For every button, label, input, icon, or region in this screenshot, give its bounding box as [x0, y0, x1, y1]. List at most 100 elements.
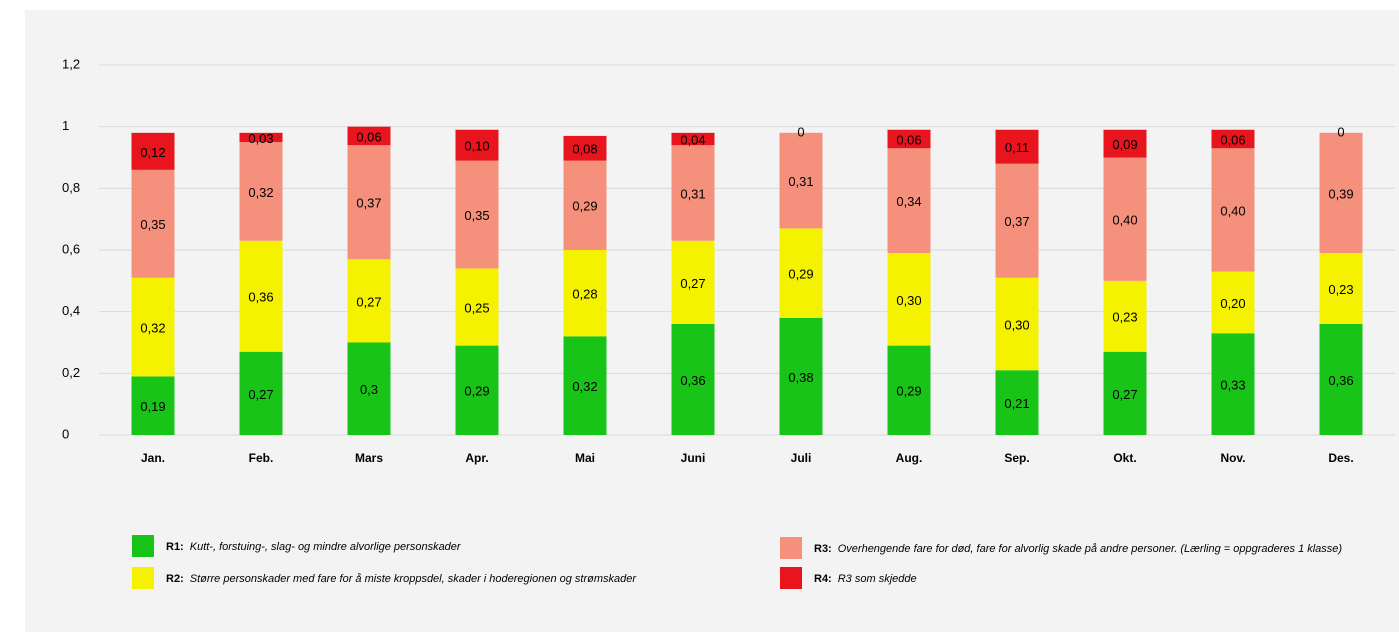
value-label: 0,23	[1328, 282, 1353, 297]
legend-description: Kutt-, forstuing-, slag- og mindre alvor…	[190, 541, 462, 553]
value-label: 0,32	[572, 379, 597, 394]
y-tick-label: 0,8	[62, 180, 80, 195]
value-label: 0,23	[1112, 310, 1137, 325]
bar-segment	[563, 135, 607, 161]
value-label: 0,35	[140, 217, 165, 232]
bar-segment	[131, 277, 175, 377]
value-label: 0,37	[356, 196, 381, 211]
value-label: 0	[797, 124, 804, 139]
bar-segment	[887, 148, 931, 254]
y-tick-label: 0,6	[62, 241, 80, 256]
bar-segment	[455, 345, 499, 435]
value-label: 0,06	[1220, 132, 1245, 147]
value-label: 0,36	[680, 373, 705, 388]
bar-segment	[455, 129, 499, 161]
value-label: 0,19	[140, 399, 165, 414]
x-tick-label: Sep.	[1004, 451, 1029, 465]
legend-name: R4:	[814, 573, 832, 585]
value-label: 0,06	[356, 129, 381, 144]
x-tick-label: Apr.	[465, 451, 488, 465]
x-tick-label: Mai	[575, 451, 595, 465]
value-label: 0,37	[1004, 214, 1029, 229]
bar-segment	[239, 142, 283, 241]
bar-segment	[131, 132, 175, 170]
value-label: 0,33	[1220, 378, 1245, 393]
bar-segment	[1211, 148, 1255, 272]
bar-segment	[347, 126, 391, 146]
value-label: 0	[1337, 124, 1344, 139]
legend-description: Overhengende fare for død, fare for alvo…	[838, 543, 1343, 555]
bar-segment	[1211, 271, 1255, 334]
value-label: 0,27	[680, 276, 705, 291]
x-tick-label: Okt.	[1113, 451, 1136, 465]
bar-segment	[995, 277, 1039, 371]
bar-segment	[779, 132, 823, 229]
bar-segment	[1211, 129, 1255, 149]
value-label: 0,31	[680, 186, 705, 201]
value-label: 0,32	[248, 185, 273, 200]
bar-segment	[887, 345, 931, 435]
bar-segment	[1103, 351, 1147, 435]
bar-segment	[131, 376, 175, 435]
value-label: 0,29	[896, 384, 921, 399]
bar-segment	[1103, 280, 1147, 352]
value-label: 0,35	[464, 208, 489, 223]
bar-segment	[347, 145, 391, 260]
bar-segment	[239, 351, 283, 435]
bar-segment	[1103, 129, 1147, 158]
bar-segment	[995, 370, 1039, 435]
legend-entry: R4: R3 som skjedde	[814, 573, 917, 585]
bar-segment	[455, 268, 499, 346]
value-label: 0,09	[1112, 137, 1137, 152]
bar-segment	[1319, 324, 1363, 435]
value-label: 0,30	[1004, 317, 1029, 332]
legend-entry: R3: Overhengende fare for død, fare for a…	[814, 543, 1342, 555]
value-label: 0,40	[1112, 213, 1137, 228]
value-label: 0,38	[788, 370, 813, 385]
bar-segment	[239, 132, 283, 143]
legend-name: R2:	[166, 573, 184, 585]
x-tick-label: Jan.	[141, 451, 165, 465]
legend-description: Større personskader med fare for å miste…	[190, 573, 638, 585]
value-label: 0,21	[1004, 396, 1029, 411]
bar-segment	[239, 240, 283, 352]
x-tick-label: Aug.	[896, 451, 923, 465]
legend-swatch	[780, 537, 802, 559]
x-tick-label: Juli	[791, 451, 812, 465]
value-label: 0,30	[896, 293, 921, 308]
value-label: 0,29	[788, 267, 813, 282]
bar-segment	[671, 145, 715, 241]
y-tick-label: 1	[62, 118, 69, 133]
value-label: 0,12	[140, 145, 165, 160]
bar-segment	[563, 250, 607, 337]
value-label: 0,28	[572, 287, 597, 302]
x-tick-label: Nov.	[1220, 451, 1245, 465]
y-tick-label: 0,2	[62, 365, 80, 380]
value-label: 0,3	[360, 382, 378, 397]
value-label: 0,36	[248, 290, 273, 305]
bar-segment	[779, 317, 823, 435]
bar-segment	[995, 163, 1039, 278]
value-label: 0,34	[896, 194, 921, 209]
value-label: 0,27	[356, 294, 381, 309]
x-tick-label: Mars	[355, 451, 383, 465]
legend-swatch	[132, 567, 154, 589]
value-label: 0,32	[140, 321, 165, 336]
bar-segment	[1319, 253, 1363, 324]
value-label: 0,27	[1112, 387, 1137, 402]
bar-segment	[779, 228, 823, 318]
value-label: 0,40	[1220, 203, 1245, 218]
value-label: 0,06	[896, 132, 921, 147]
value-label: 0,11	[1005, 140, 1029, 155]
x-tick-label: Des.	[1328, 451, 1353, 465]
bar-segment	[1319, 132, 1363, 254]
bar-segment	[1211, 333, 1255, 435]
legend-name: R3:	[814, 543, 832, 555]
value-label: 0,31	[788, 174, 813, 189]
value-label: 0,29	[572, 199, 597, 214]
x-tick-label: Feb.	[249, 451, 274, 465]
value-label: 0,39	[1328, 186, 1353, 201]
value-label: 0,04	[680, 132, 705, 147]
